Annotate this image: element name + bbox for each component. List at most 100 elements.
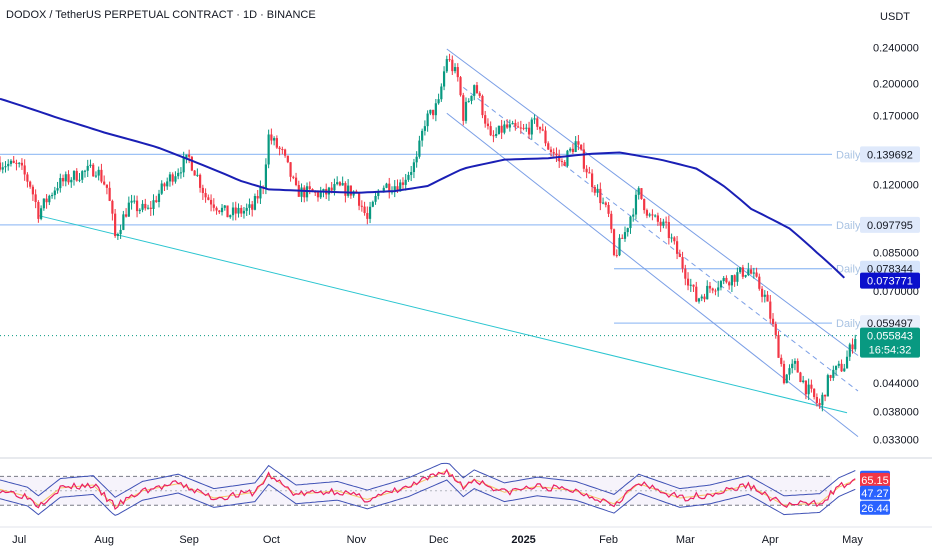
candle-body <box>799 372 802 383</box>
candle-body <box>248 204 251 208</box>
candle-body <box>48 195 51 203</box>
candle-body <box>209 199 213 205</box>
candle-body <box>470 95 473 101</box>
candle-body <box>281 149 284 151</box>
candle-body <box>303 187 306 198</box>
candle-body <box>451 59 454 72</box>
y-tick-label: 0.170000 <box>873 111 919 123</box>
candle-body <box>445 59 448 72</box>
candle-body <box>769 301 772 319</box>
candle-body <box>651 214 654 216</box>
candle-body <box>89 164 92 166</box>
candle-body <box>571 148 575 153</box>
candle-body <box>648 214 651 216</box>
rsi-tag: 26.44 <box>861 503 889 515</box>
trend-line-channel-mid <box>462 86 859 392</box>
last-price-tag: 0.055843 <box>867 331 913 343</box>
candle-body <box>330 187 333 191</box>
candle-body <box>45 198 48 203</box>
x-tick-label: Mar <box>676 534 695 546</box>
candle-body <box>264 164 267 189</box>
trend-line-channel-lower <box>446 112 859 438</box>
level-tag-bg <box>860 216 920 233</box>
candle-body <box>717 287 720 291</box>
candle-body <box>179 172 183 174</box>
candle-body <box>612 229 616 256</box>
y-tick-label: 0.240000 <box>873 42 919 54</box>
candle-body <box>256 196 259 199</box>
candle-body <box>692 284 695 287</box>
candle-body <box>577 141 580 145</box>
moving-average-line <box>0 97 845 279</box>
candle-body <box>585 168 588 173</box>
candle-body <box>275 138 278 148</box>
candle-body <box>182 157 185 173</box>
candle-body <box>437 99 440 104</box>
candle-body <box>283 149 287 156</box>
countdown-tag: 16:54:32 <box>869 345 912 357</box>
candle-body <box>777 334 780 358</box>
candle-body <box>536 118 539 127</box>
candle-body <box>601 202 605 204</box>
candle-body <box>834 365 838 370</box>
candle-body <box>563 162 566 166</box>
rsi-line <box>0 468 856 511</box>
candle-body <box>818 402 821 406</box>
candle-body <box>829 375 832 378</box>
candle-body <box>119 229 122 235</box>
candle-body <box>177 172 180 177</box>
candle-body <box>632 214 635 217</box>
candle-body <box>618 237 621 256</box>
candle-body <box>673 237 676 242</box>
candle-body <box>316 191 320 198</box>
candle-body <box>171 174 174 182</box>
candle-body <box>86 165 89 171</box>
level-daily-label: Daily <box>836 149 861 161</box>
candle-body <box>29 181 32 187</box>
candle-body <box>31 186 34 195</box>
candle-body <box>415 156 418 163</box>
candle-body <box>629 216 632 229</box>
candle-body <box>478 93 481 96</box>
candle-body <box>81 171 84 180</box>
candle-body <box>500 125 503 133</box>
candle-body <box>681 257 684 269</box>
candle-body <box>152 200 155 209</box>
candle-body <box>813 388 816 398</box>
candle-body <box>382 187 385 192</box>
candle-body <box>234 207 237 214</box>
candle-body <box>1 167 4 170</box>
candle-body <box>473 85 476 96</box>
candle-body <box>516 126 520 128</box>
chart-title: DODOX / TetherUS PERPETUAL CONTRACT · 1D… <box>6 9 316 21</box>
candle-body <box>522 127 525 129</box>
candle-body <box>144 203 147 209</box>
candle-body <box>508 124 511 128</box>
candle-body <box>423 126 426 131</box>
candle-body <box>157 193 161 203</box>
candle-body <box>259 186 262 199</box>
y-tick-label: 0.200000 <box>873 78 919 90</box>
candle-body <box>193 170 196 176</box>
x-tick-label: Apr <box>762 534 779 546</box>
candle-body <box>61 178 65 182</box>
candle-body <box>4 166 7 168</box>
x-tick-label: 2025 <box>511 534 535 546</box>
candle-body <box>643 198 646 211</box>
candle-body <box>741 267 744 277</box>
candle-body <box>421 130 424 141</box>
candles <box>0 53 857 412</box>
candle-body <box>130 200 133 203</box>
candle-body <box>174 176 177 182</box>
candle-body <box>72 170 76 180</box>
candle-body <box>23 165 26 175</box>
candle-body <box>168 174 172 182</box>
candle-body <box>215 207 218 211</box>
candle-body <box>637 188 640 195</box>
candle-body <box>621 237 624 239</box>
candle-body <box>223 205 226 208</box>
candle-body <box>412 162 416 173</box>
candle-body <box>667 222 670 239</box>
candle-body <box>481 95 484 116</box>
